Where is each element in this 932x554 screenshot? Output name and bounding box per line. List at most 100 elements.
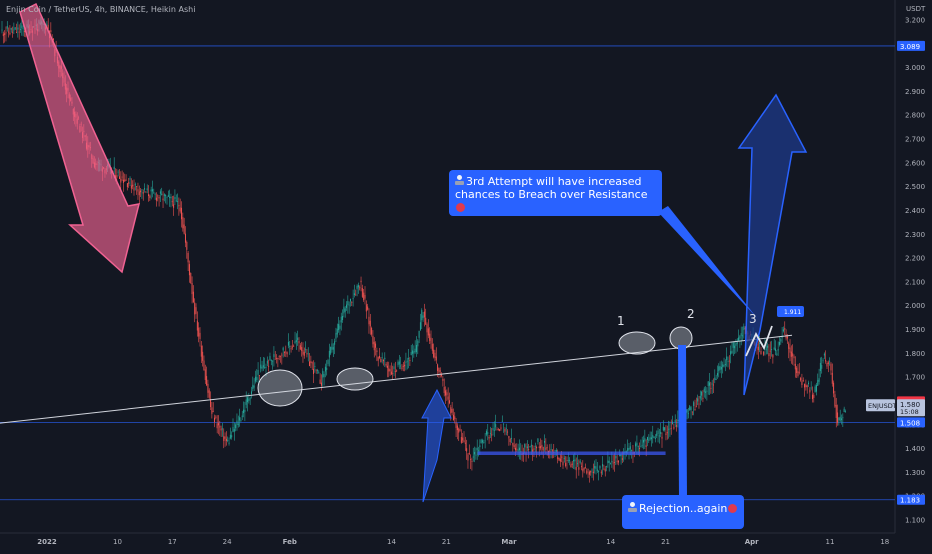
candle-body — [442, 379, 444, 381]
trend-tag-bg — [777, 306, 804, 317]
candle-body — [537, 438, 539, 442]
y-tick-label: 2.500 — [905, 183, 925, 191]
candle-body — [577, 463, 579, 465]
candle-body — [532, 449, 534, 452]
candle-body — [706, 390, 708, 392]
candle-body — [155, 197, 157, 201]
candle-body — [579, 460, 581, 463]
callout-third-attempt[interactable]: 3rd Attempt will have increased chances … — [449, 170, 662, 216]
candle-body — [295, 340, 297, 342]
price-axis-panel[interactable] — [895, 0, 932, 550]
candle-body — [611, 461, 613, 463]
highlight-ellipse[interactable] — [257, 369, 303, 407]
candle-body — [664, 427, 666, 431]
x-tick-label: 17 — [168, 538, 177, 546]
price-level-tag-bg — [897, 417, 925, 428]
candle-body — [769, 350, 771, 352]
candle-body — [298, 341, 300, 344]
candle-body — [161, 193, 163, 196]
candle-body — [357, 285, 359, 288]
candle-body — [191, 282, 193, 295]
candle-body — [841, 418, 843, 421]
candle-body — [293, 345, 295, 347]
candle-body — [126, 183, 128, 188]
candle-body — [348, 304, 350, 306]
highlight-ellipse[interactable] — [618, 331, 656, 355]
candle-body — [715, 379, 717, 380]
candle-body — [491, 434, 493, 436]
candle-body — [536, 447, 538, 449]
candle-body — [822, 360, 824, 362]
candle-body — [825, 359, 827, 362]
candle-body — [302, 350, 304, 355]
y-tick-label: 2.700 — [905, 136, 925, 144]
price-level-tag-bg — [897, 40, 925, 51]
down-arrow[interactable] — [19, 2, 141, 274]
candle-body — [500, 427, 502, 429]
candle-body — [344, 308, 346, 312]
candle-body — [196, 320, 198, 331]
candle-body — [792, 353, 794, 357]
candle-body — [393, 366, 395, 370]
candle-body — [124, 179, 126, 182]
candle-body — [207, 383, 209, 393]
up-arrow-large[interactable] — [737, 93, 808, 396]
candle-body — [306, 353, 308, 355]
candle-body — [323, 374, 325, 378]
candle-body — [643, 439, 645, 443]
candle-body — [339, 325, 341, 329]
candle-body — [253, 385, 255, 388]
y-tick-label: 1.300 — [905, 469, 925, 477]
candle-body — [629, 446, 631, 450]
candle-body — [511, 438, 513, 439]
candle-body — [709, 382, 711, 386]
candle-body — [814, 386, 816, 393]
price-level-tag: 1.508 — [897, 417, 925, 428]
projected-path[interactable] — [745, 325, 773, 357]
candle-body — [212, 411, 214, 412]
candle-body — [744, 327, 746, 329]
candle-body — [843, 408, 845, 413]
candle-body — [790, 351, 792, 357]
candle-body — [398, 361, 400, 365]
candle-body — [467, 454, 469, 461]
resistance-trend-line[interactable] — [0, 334, 793, 424]
candle-body — [524, 444, 526, 448]
candle-body — [203, 360, 205, 371]
candle-body — [584, 467, 586, 469]
candle-body — [649, 437, 651, 440]
candle-body — [677, 419, 679, 422]
highlight-ellipse[interactable] — [336, 367, 374, 391]
candle-body — [394, 370, 396, 372]
candle-body — [590, 470, 592, 473]
candle-body — [690, 407, 692, 411]
candle-body — [257, 369, 259, 375]
candle-body — [229, 434, 231, 439]
candle-body — [778, 341, 780, 345]
callout-rejection[interactable]: Rejection..again — [622, 495, 744, 529]
candle-body — [140, 190, 142, 193]
candle-body — [448, 400, 450, 404]
candle-body — [177, 201, 179, 203]
candle-body — [594, 465, 596, 469]
candle-body — [541, 444, 543, 448]
candle-body — [408, 358, 410, 360]
candle-body — [392, 373, 394, 375]
candle-body — [443, 387, 445, 393]
candle-body — [254, 376, 256, 382]
candle-body — [244, 409, 246, 412]
candle-body — [617, 460, 619, 463]
candle-body — [661, 436, 663, 439]
candle-body — [429, 333, 431, 341]
candle-body — [285, 351, 287, 353]
red-circle-icon — [456, 203, 465, 212]
candle-body — [157, 195, 159, 197]
candle-body — [650, 437, 652, 440]
candle-body — [501, 420, 503, 422]
up-arrow-small[interactable] — [421, 388, 452, 503]
candle-body — [810, 387, 812, 389]
candle-body — [175, 200, 177, 202]
candle-body — [371, 327, 373, 335]
